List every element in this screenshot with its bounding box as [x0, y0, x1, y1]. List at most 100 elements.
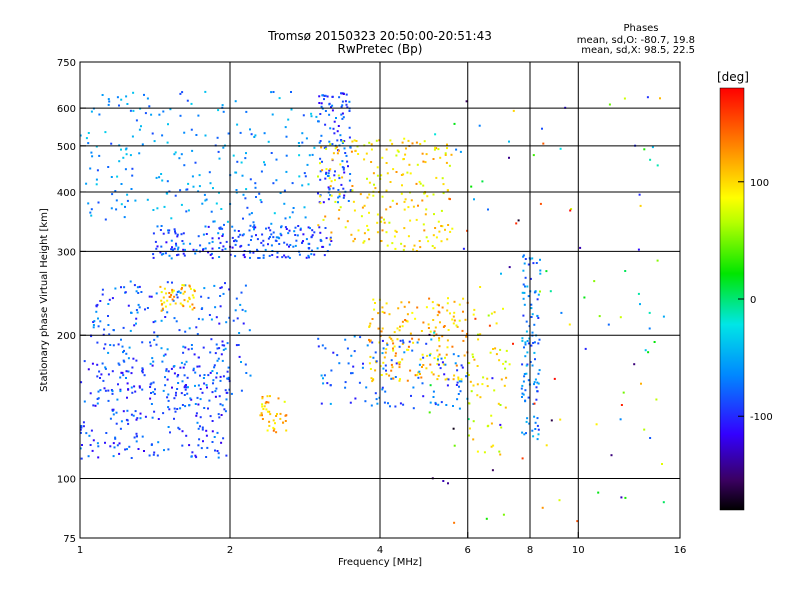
- data-point: [342, 196, 345, 199]
- data-point: [189, 305, 191, 308]
- data-point: [396, 149, 399, 152]
- data-point: [419, 373, 421, 375]
- data-point: [216, 359, 219, 362]
- data-point: [466, 229, 469, 232]
- data-point: [156, 454, 159, 457]
- data-point: [213, 366, 216, 369]
- data-point: [334, 179, 336, 182]
- data-point: [404, 319, 407, 321]
- data-point: [399, 361, 402, 364]
- data-point: [366, 196, 369, 199]
- data-point: [207, 374, 210, 377]
- data-point: [192, 367, 195, 370]
- data-point: [456, 381, 459, 384]
- data-point: [368, 193, 371, 196]
- data-point: [385, 302, 388, 305]
- data-point: [321, 94, 324, 97]
- data-point: [183, 284, 186, 287]
- data-point: [272, 182, 275, 185]
- data-point: [276, 413, 278, 415]
- data-point: [140, 125, 142, 128]
- data-point: [489, 351, 492, 354]
- data-point: [637, 292, 640, 295]
- data-point: [170, 248, 173, 251]
- data-point: [152, 256, 155, 259]
- data-point: [160, 299, 163, 302]
- data-point: [458, 380, 461, 383]
- data-point: [429, 363, 432, 366]
- data-point: [149, 397, 152, 400]
- data-point: [437, 363, 440, 366]
- data-point: [222, 233, 224, 236]
- data-point: [223, 344, 226, 347]
- data-point: [422, 160, 425, 163]
- data-point: [392, 377, 395, 380]
- data-point: [298, 253, 301, 256]
- data-point: [401, 339, 404, 342]
- data-point: [107, 373, 110, 376]
- data-point: [119, 390, 122, 393]
- data-point: [378, 139, 381, 142]
- data-point: [413, 244, 416, 247]
- data-point: [495, 353, 498, 356]
- data-point: [423, 229, 426, 232]
- data-point: [261, 405, 264, 408]
- data-point: [534, 421, 537, 424]
- data-point: [193, 306, 196, 309]
- data-point: [525, 364, 528, 367]
- data-point: [185, 434, 188, 437]
- data-point: [133, 324, 136, 327]
- data-point: [169, 108, 172, 111]
- data-point: [311, 234, 314, 237]
- data-point: [152, 321, 155, 324]
- data-point: [261, 414, 263, 417]
- data-point: [445, 161, 448, 164]
- data-point: [395, 154, 398, 157]
- data-point: [240, 291, 243, 294]
- data-point: [284, 226, 287, 229]
- data-point: [329, 143, 332, 146]
- data-point: [584, 347, 587, 350]
- data-point: [280, 225, 283, 228]
- data-point: [438, 339, 441, 342]
- data-point: [441, 225, 444, 228]
- data-point: [391, 242, 394, 245]
- data-point: [170, 217, 173, 220]
- data-point: [126, 409, 129, 412]
- data-point: [167, 426, 170, 428]
- data-point: [244, 284, 247, 287]
- data-point: [531, 257, 534, 260]
- data-point: [124, 205, 126, 208]
- data-point: [473, 358, 476, 361]
- data-point: [483, 451, 486, 454]
- data-point: [319, 170, 322, 173]
- data-point: [192, 185, 195, 188]
- data-point: [420, 330, 423, 332]
- data-point: [349, 146, 352, 149]
- data-point: [289, 244, 292, 246]
- data-point: [199, 398, 202, 401]
- data-point: [197, 356, 200, 359]
- data-point: [162, 252, 165, 255]
- data-point: [433, 246, 436, 249]
- data-point: [348, 126, 351, 129]
- data-point: [136, 286, 139, 289]
- data-point: [264, 402, 267, 405]
- data-point: [536, 424, 539, 427]
- data-point: [254, 182, 257, 185]
- data-point: [181, 240, 184, 242]
- data-point: [446, 346, 449, 349]
- data-point: [219, 375, 222, 378]
- data-point: [317, 337, 320, 340]
- data-point: [198, 174, 201, 177]
- data-point: [128, 445, 131, 448]
- data-point: [455, 384, 458, 386]
- data-point: [412, 205, 415, 208]
- data-point: [542, 142, 545, 145]
- data-point: [396, 327, 399, 330]
- data-point: [497, 402, 500, 405]
- data-point: [212, 220, 215, 223]
- data-point: [433, 213, 435, 216]
- data-point: [390, 377, 393, 380]
